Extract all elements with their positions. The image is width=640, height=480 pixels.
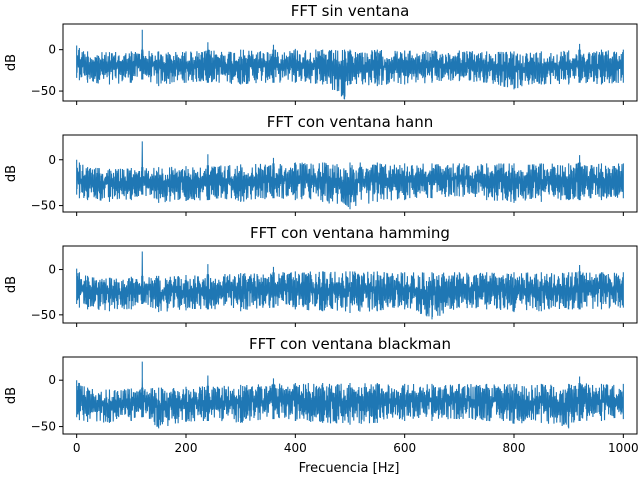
y-tick-label: 0 <box>48 43 56 57</box>
series-line <box>76 29 624 100</box>
subplot-2: FFT con ventana hann dB −50 0 <box>4 113 638 216</box>
y-axis-label: dB <box>4 387 19 404</box>
axes-frame <box>62 134 638 213</box>
subplot-3: FFT con ventana hamming dB −50 0 <box>4 224 638 327</box>
x-tick-label: 400 <box>284 441 307 455</box>
y-tick-label: 0 <box>48 263 56 277</box>
x-axis-label: Frecuencia [Hz] <box>299 461 400 476</box>
series-line <box>76 141 624 210</box>
axes-frame <box>62 23 638 102</box>
subplot-title: FFT con ventana hamming <box>250 224 450 242</box>
series-line <box>76 361 624 429</box>
subplot-1: FFT sin ventana dB −50 0 <box>4 2 638 105</box>
x-tick-label: 200 <box>175 441 198 455</box>
x-tick-label: 600 <box>393 441 416 455</box>
y-tick-label: −50 <box>31 420 56 434</box>
x-tick-label: 800 <box>503 441 526 455</box>
x-tick-label: 1000 <box>608 441 639 455</box>
y-tick-label: 0 <box>48 373 56 387</box>
axes-frame <box>62 245 638 324</box>
y-tick-label: −50 <box>31 308 56 322</box>
y-axis-label: dB <box>4 54 19 71</box>
subplot-4: FFT con ventana blackman dB −50 0 0 200 400 600… <box>4 335 639 455</box>
y-axis-label: dB <box>4 165 19 182</box>
y-tick-label: −50 <box>31 199 56 213</box>
subplot-title: FFT sin ventana <box>291 2 410 20</box>
y-tick-label: −50 <box>31 84 56 98</box>
x-tick-label: 0 <box>73 441 81 455</box>
axes-frame <box>62 356 638 435</box>
subplot-title: FFT con ventana hann <box>267 113 434 131</box>
y-axis-label: dB <box>4 276 19 293</box>
y-tick-label: 0 <box>48 153 56 167</box>
subplot-title: FFT con ventana blackman <box>249 335 451 353</box>
series-line <box>76 251 624 320</box>
